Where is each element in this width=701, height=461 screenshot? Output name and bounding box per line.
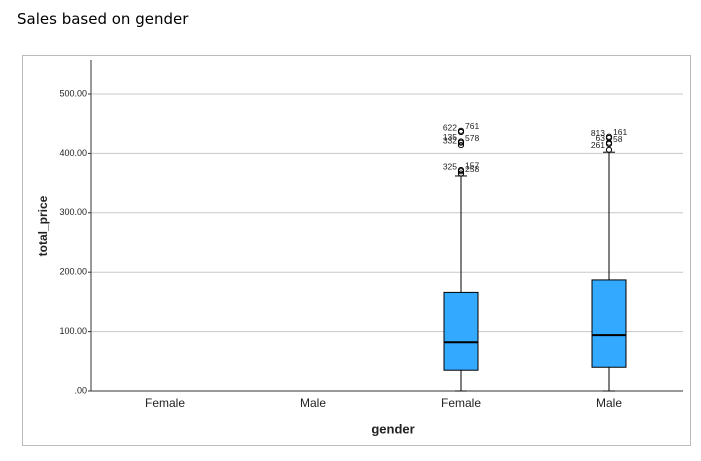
outlier-label: 761 bbox=[465, 121, 479, 131]
y-tick-label: 200.00 bbox=[59, 267, 87, 277]
outlier bbox=[605, 140, 613, 147]
chart-title: Sales based on gender bbox=[17, 10, 189, 28]
outlier bbox=[457, 168, 465, 175]
outlier-label: 813 bbox=[591, 128, 605, 138]
outlier-label: 622 bbox=[443, 122, 457, 132]
x-axis-label: gender bbox=[371, 421, 414, 436]
y-tick-label: .00 bbox=[74, 385, 87, 395]
outlier-label: 157 bbox=[465, 160, 479, 170]
outlier-label: 161 bbox=[613, 127, 627, 137]
outlier bbox=[457, 141, 465, 149]
y-tick-label: 100.00 bbox=[59, 326, 87, 336]
outlier-label: 63 bbox=[596, 133, 606, 143]
outlier bbox=[605, 133, 613, 140]
y-tick-label: 500.00 bbox=[59, 88, 87, 98]
outlier bbox=[457, 139, 465, 146]
outlier-label: 332 bbox=[443, 135, 457, 145]
outlier-label: 578 bbox=[465, 133, 479, 143]
outlier bbox=[457, 170, 465, 177]
outlier bbox=[605, 146, 613, 153]
outlier-label: 325 bbox=[443, 161, 457, 171]
box bbox=[591, 279, 627, 368]
outlier-label: 58 bbox=[613, 134, 623, 144]
box bbox=[443, 291, 479, 371]
chart-frame bbox=[22, 55, 691, 446]
x-tick-label: Female bbox=[145, 396, 185, 410]
outlier-label: 261 bbox=[591, 140, 605, 150]
outlier bbox=[457, 127, 465, 134]
x-tick-label: Male bbox=[596, 396, 622, 410]
y-axis-label: total_price bbox=[36, 195, 50, 256]
y-tick-label: 400.00 bbox=[59, 148, 87, 158]
y-tick-label: 300.00 bbox=[59, 207, 87, 217]
x-tick-label: Female bbox=[441, 396, 481, 410]
x-tick-label: Male bbox=[300, 396, 326, 410]
outlier-label: 258 bbox=[465, 164, 479, 174]
outlier-label: 135 bbox=[443, 132, 457, 142]
